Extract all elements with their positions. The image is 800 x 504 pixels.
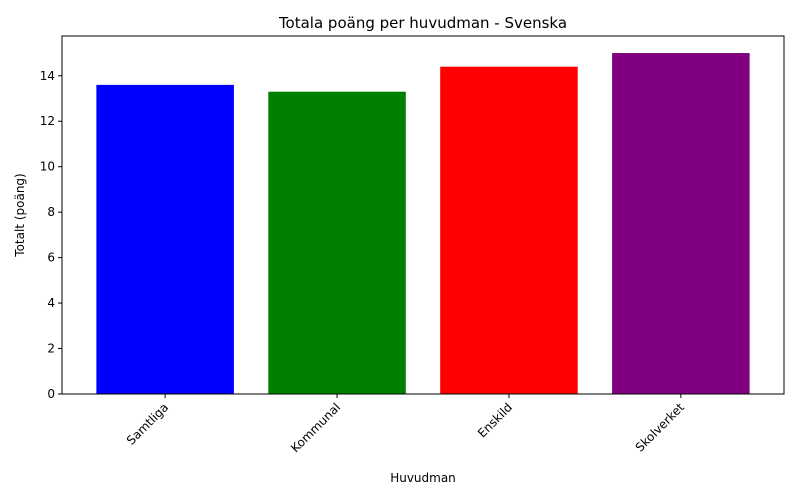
- y-tick-label: 12: [40, 114, 55, 128]
- y-tick-label: 2: [47, 342, 55, 356]
- chart-title: Totala poäng per huvudman - Svenska: [278, 14, 567, 32]
- bars-layer: [96, 53, 750, 395]
- y-axis: 0 2 4 6 8 10 12 14: [40, 69, 62, 401]
- y-tick-label: 6: [47, 251, 55, 265]
- y-tick-label: 10: [40, 160, 55, 174]
- x-tick-label-kommunal: Kommunal: [288, 400, 343, 455]
- bar-skolverket: [612, 53, 750, 395]
- bar-samtliga: [96, 84, 234, 395]
- x-tick-label-enskild: Enskild: [475, 400, 515, 440]
- x-axis-label: Huvudman: [390, 471, 456, 485]
- y-axis-label: Totalt (poäng): [13, 173, 27, 257]
- bar-kommunal: [268, 91, 406, 394]
- y-tick-label: 4: [47, 296, 55, 310]
- y-tick-label: 0: [47, 387, 55, 401]
- plot-frame: [61, 35, 785, 395]
- y-tick-label: 8: [47, 205, 55, 219]
- y-tick-label: 14: [40, 69, 55, 83]
- bar-enskild: [440, 66, 578, 394]
- x-tick-label-samtliga: Samtliga: [124, 400, 171, 447]
- x-tick-label-skolverket: Skolverket: [633, 400, 688, 455]
- x-axis: Samtliga Kommunal Enskild Skolverket: [124, 394, 687, 455]
